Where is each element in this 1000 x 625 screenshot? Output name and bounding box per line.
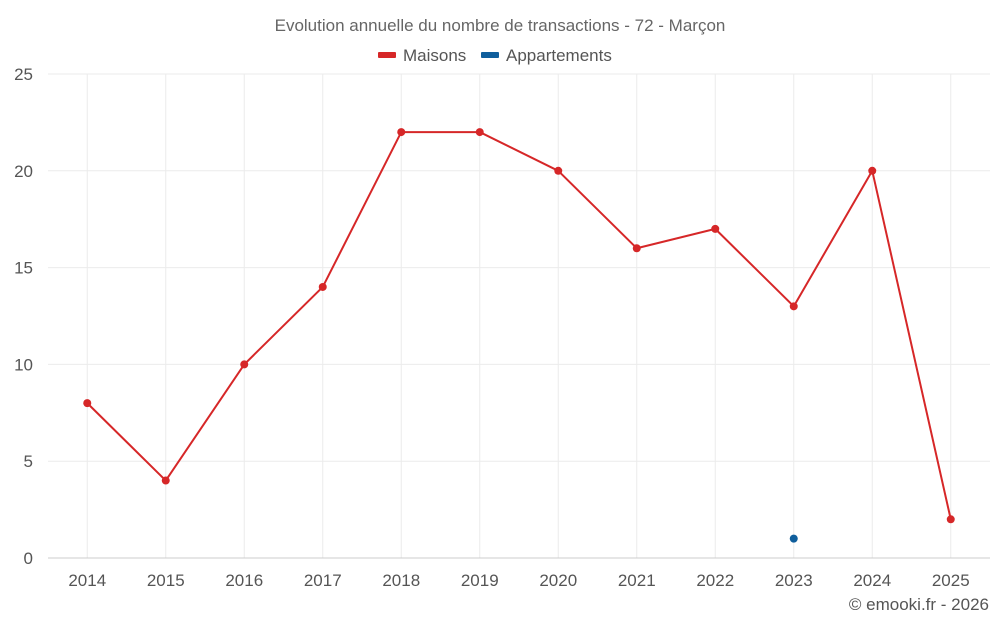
gridlines: [48, 73, 990, 559]
x-tick-label: 2015: [147, 571, 185, 590]
legend-swatch-appartements: [481, 52, 499, 58]
data-point-appartements[interactable]: [789, 534, 798, 543]
y-tick-label: 15: [14, 259, 33, 278]
chart-title: Evolution annuelle du nombre de transact…: [275, 16, 726, 35]
x-tick-label: 2018: [382, 571, 420, 590]
y-tick-label: 5: [24, 452, 33, 471]
x-tick-label: 2014: [68, 571, 106, 590]
legend-item-maisons[interactable]: Maisons: [378, 46, 466, 65]
x-tick-label: 2024: [853, 571, 891, 590]
x-tick-label: 2021: [618, 571, 656, 590]
data-point-maisons[interactable]: [475, 128, 484, 137]
data-point-maisons[interactable]: [632, 244, 641, 253]
data-point-maisons[interactable]: [711, 224, 720, 233]
data-point-maisons[interactable]: [318, 282, 327, 291]
series-layer: [83, 128, 955, 543]
credit: © emooki.fr - 2026: [849, 595, 989, 614]
data-point-maisons[interactable]: [789, 302, 798, 311]
x-tick-label: 2022: [696, 571, 734, 590]
data-point-maisons[interactable]: [83, 399, 92, 408]
legend-label-maisons: Maisons: [403, 46, 466, 65]
y-tick-label: 25: [14, 65, 33, 84]
data-point-maisons[interactable]: [240, 360, 249, 369]
legend: Maisons Appartements: [378, 46, 612, 65]
data-point-maisons[interactable]: [868, 166, 877, 175]
x-tick-label: 2020: [539, 571, 577, 590]
series-appartements: [789, 534, 798, 543]
y-axis: 0 5 10 15 20 25: [14, 65, 33, 568]
legend-item-appartements[interactable]: Appartements: [481, 46, 612, 65]
x-axis: 2014 2015 2016 2017 2018 2019 2020 2021 2022 2023…: [48, 557, 990, 590]
data-point-maisons[interactable]: [554, 166, 563, 175]
x-tick-label: 2017: [304, 571, 342, 590]
series-line-maisons: [86, 131, 952, 520]
data-point-maisons[interactable]: [397, 128, 406, 137]
legend-swatch-maisons: [378, 52, 396, 58]
x-tick-label: 2025: [932, 571, 970, 590]
series-maisons: [83, 128, 955, 524]
legend-label-appartements: Appartements: [506, 46, 612, 65]
x-tick-label: 2023: [775, 571, 813, 590]
x-tick-label: 2016: [225, 571, 263, 590]
data-point-maisons[interactable]: [161, 476, 170, 485]
x-tick-label: 2019: [461, 571, 499, 590]
y-tick-label: 10: [14, 355, 33, 374]
y-tick-label: 0: [24, 549, 33, 568]
y-tick-label: 20: [14, 162, 33, 181]
data-point-maisons[interactable]: [946, 515, 955, 524]
